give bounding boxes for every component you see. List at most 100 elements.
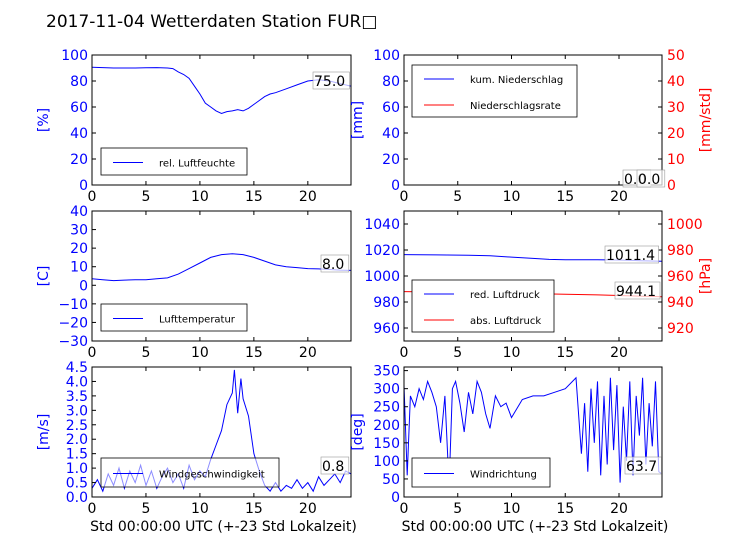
- y-tick-label: 4.5: [66, 360, 88, 376]
- x-tick-label: 15: [556, 189, 574, 205]
- y-tick-label: 350: [373, 364, 400, 380]
- y-tick-label: 60: [70, 100, 88, 116]
- value-label-text: 944.1: [616, 284, 656, 300]
- y-tick-label: 20: [382, 152, 400, 168]
- y2-tick-label: 10: [667, 152, 685, 168]
- plot-frame: [91, 210, 352, 342]
- value-label-windspeed-0: 0.8: [320, 456, 350, 475]
- value-label-box: [604, 245, 659, 264]
- value-label-box: [312, 71, 350, 90]
- y2-tick-label: 30: [667, 100, 685, 116]
- value-label-humidity-0: 75.0: [312, 71, 350, 90]
- value-label-text: 8.0: [322, 257, 344, 273]
- x-tick-label: 0: [88, 189, 97, 205]
- y2-tick-label: 980: [667, 243, 694, 259]
- x-tick-label: 20: [610, 345, 628, 361]
- y-tick-label: 60: [382, 100, 400, 116]
- value-label-box: [614, 281, 661, 300]
- value-label-winddirection-0: 63.7: [624, 456, 662, 475]
- legend-label: kum. Niederschlag: [470, 75, 563, 86]
- legend-label: Niederschlagsrate: [470, 101, 561, 112]
- x-tick-label: 5: [453, 345, 462, 361]
- x-tick-label: 20: [610, 189, 628, 205]
- y2-axis-label: [hPa]: [698, 258, 714, 294]
- x-tick-label: 15: [245, 345, 263, 361]
- chart-pressure: 0 5 10 15 20 960 980 1000 1020 1040 920 940 960 980 10…: [364, 210, 714, 361]
- legend-box: [100, 147, 248, 176]
- legend-box: [411, 279, 555, 333]
- legend-label: Lufttemperatur: [159, 315, 236, 326]
- y-tick-label: 1040: [364, 217, 400, 233]
- plot-frame: [403, 366, 663, 498]
- x-tick-label: 20: [610, 501, 628, 517]
- y-tick-label: 20: [70, 152, 88, 168]
- legend-temperature: Lufttemperatur: [100, 303, 248, 332]
- value-label-text: 0.0: [638, 172, 660, 188]
- x-tick-label: 10: [503, 501, 521, 517]
- y-tick-label: −20: [58, 315, 88, 331]
- y-tick-label: 0.0: [66, 490, 88, 506]
- value-label-box: [636, 169, 666, 188]
- legend-winddirection: Windrichtung: [411, 457, 551, 488]
- y-tick-label: 40: [70, 204, 88, 220]
- y-axis-label: [%]: [36, 108, 52, 132]
- legend-box: [100, 303, 248, 332]
- chart-precipitation: 0 5 10 15 20 0 20 40 60 80 100 0 10 20 30 40 50 [mm] [mm/s…: [350, 48, 714, 205]
- y2-tick-label: 920: [667, 321, 694, 337]
- legend-label: red. Luftdruck: [470, 290, 540, 301]
- legend-windspeed: Windgeschwindigkeit: [100, 457, 280, 488]
- y-tick-label: 1000: [364, 269, 400, 285]
- legend-box: [411, 64, 578, 118]
- y-tick-label: 0: [391, 178, 400, 194]
- y-tick-label: 80: [70, 74, 88, 90]
- y2-tick-label: 0: [667, 178, 676, 194]
- y-tick-label: 1.0: [66, 461, 88, 477]
- x-tick-label: 20: [299, 189, 317, 205]
- y-tick-label: 0: [79, 178, 88, 194]
- y2-axis-label: [mm/std]: [698, 88, 714, 153]
- y-tick-label: 50: [382, 472, 400, 488]
- chart-windspeed: 0 5 10 15 20 0.00.51.01.52.02.53.03.54.04.5 [m…: [36, 360, 357, 535]
- y-tick-label: 80: [382, 74, 400, 90]
- x-tick-label: 5: [141, 501, 150, 517]
- y-tick-label: 20: [70, 241, 88, 257]
- y-tick-label: 3.0: [66, 403, 88, 419]
- x-tick-label: 0: [400, 189, 409, 205]
- legend-humidity: rel. Luftfeuchte: [100, 147, 248, 176]
- y-tick-label: 100: [61, 48, 88, 64]
- series-line-temperature-0: [91, 253, 352, 282]
- chart-humidity: 0 5 10 15 20 0 20 40 60 80 100 [%] rel. Luftfeuchte 7…: [36, 48, 352, 205]
- legend-box: [411, 457, 551, 488]
- x-tick-label: 10: [191, 189, 209, 205]
- legend-label: Windrichtung: [470, 470, 537, 481]
- y-tick-label: 40: [382, 126, 400, 142]
- y-tick-label: 10: [70, 260, 88, 276]
- y2-tick-label: 50: [667, 48, 685, 64]
- x-tick-label: 15: [556, 345, 574, 361]
- x-tick-label: 20: [299, 345, 317, 361]
- y-tick-label: 150: [373, 436, 400, 452]
- value-label-pressure-1: 944.1: [614, 281, 661, 300]
- y-tick-label: 3.5: [66, 389, 88, 405]
- x-tick-label: 5: [453, 189, 462, 205]
- y-tick-label: 40: [70, 126, 88, 142]
- y-tick-label: 250: [373, 400, 400, 416]
- value-label-box: [624, 456, 662, 475]
- y2-tick-label: 20: [667, 126, 685, 142]
- x-tick-label: 10: [503, 345, 521, 361]
- y-tick-label: 2.0: [66, 432, 88, 448]
- plot-frame: [91, 366, 352, 498]
- y-tick-label: −10: [58, 297, 88, 313]
- x-tick-label: 0: [88, 345, 97, 361]
- figure-title: 2017-11-04 Wetterdaten Station FUR□: [46, 12, 377, 32]
- legend-pressure: red. Luftdruck abs. Luftdruck: [411, 279, 555, 333]
- y-axis-label: [C]: [36, 266, 52, 287]
- y-tick-label: 30: [70, 223, 88, 239]
- legend-label: rel. Luftfeuchte: [159, 159, 235, 170]
- y2-tick-label: 40: [667, 74, 685, 90]
- x-tick-label: 15: [556, 501, 574, 517]
- value-label-text: 0.8: [322, 459, 344, 475]
- x-tick-label: 10: [191, 501, 209, 517]
- x-tick-label: 0: [400, 345, 409, 361]
